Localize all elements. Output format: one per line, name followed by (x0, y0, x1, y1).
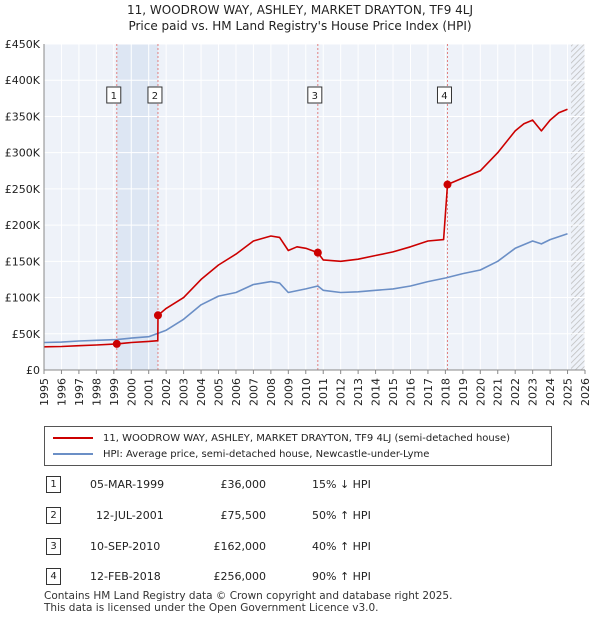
x-tick-label: 2023 (527, 378, 540, 406)
sale-label-box (307, 86, 323, 104)
sale-point (153, 311, 162, 320)
sale-label: 1 (111, 91, 117, 102)
x-tick-label: 2008 (265, 378, 278, 406)
transaction-number: 2 (46, 507, 61, 524)
legend-swatch-property (53, 437, 93, 439)
x-tick-label: 2019 (457, 378, 470, 406)
x-tick-label: 1995 (38, 378, 51, 406)
transaction-hpi: 50% ↑ HPI (312, 509, 371, 522)
transaction-number: 1 (46, 476, 61, 493)
sale-point (313, 248, 322, 257)
transaction-price: £162,000 (213, 540, 267, 553)
transaction-number: 3 (46, 538, 61, 555)
y-tick-label: £250K (5, 183, 41, 196)
x-tick-label: 1997 (73, 378, 86, 406)
y-tick-label: £400K (5, 74, 41, 87)
hpi-line (43, 233, 568, 344)
x-tick-label: 2012 (335, 378, 348, 406)
x-tick-label: 2000 (125, 378, 138, 406)
x-tick-label: 2016 (404, 378, 417, 406)
sale-label-box (147, 86, 163, 104)
x-tick-label: 2017 (422, 378, 435, 406)
x-tick-label: 2024 (544, 378, 557, 406)
transaction-row: 1 05-MAR-1999 £36,000 15% ↓ HPI (40, 476, 560, 494)
sale-label-box (106, 86, 122, 104)
transaction-hpi: 15% ↓ HPI (312, 478, 371, 491)
legend: 11, WOODROW WAY, ASHLEY, MARKET DRAYTON,… (44, 426, 552, 466)
x-tick-label: 2006 (230, 378, 243, 406)
chart-subtitle: Price paid vs. HM Land Registry's House … (128, 19, 472, 33)
x-tick-label: 2004 (195, 378, 208, 406)
sale-label-box (436, 86, 452, 104)
x-tick-label: 2001 (143, 378, 156, 406)
y-tick-label: £300K (5, 147, 41, 160)
sale-point (443, 180, 452, 189)
x-tick-label: 2022 (509, 378, 522, 406)
x-tick-label: 2021 (492, 378, 505, 406)
y-tick-label: £50K (12, 328, 41, 341)
footer: Contains HM Land Registry data © Crown c… (44, 590, 452, 614)
x-tick-label: 1999 (108, 378, 121, 406)
x-tick-label: 2026 (579, 378, 592, 406)
y-tick-label: £200K (5, 219, 41, 232)
x-tick-label: 2025 (562, 378, 575, 406)
x-tick-label: 2020 (474, 378, 487, 406)
price-chart: 1 2 3 4 £0 £50K £100K £150K £200K £250K £300K £350… (5, 38, 592, 406)
x-tick-label: 2013 (352, 378, 365, 406)
transaction-price: £75,500 (220, 509, 267, 522)
legend-item-property: 11, WOODROW WAY, ASHLEY, MARKET DRAYTON,… (53, 431, 510, 445)
y-tick-label: £150K (5, 255, 41, 268)
transaction-date: 12-JUL-2001 (96, 509, 164, 522)
transaction-row: 2 12-JUL-2001 £75,500 50% ↑ HPI (40, 507, 560, 525)
y-tick-label: £0 (26, 364, 40, 377)
transaction-price: £36,000 (220, 478, 267, 491)
x-tick-label: 2014 (370, 378, 383, 406)
y-tick-label: £450K (5, 38, 41, 51)
legend-swatch-hpi (53, 453, 93, 455)
x-tick-label: 2005 (213, 378, 226, 406)
y-tick-label: £100K (5, 292, 41, 305)
x-tick-label: 2007 (247, 378, 260, 406)
x-tick-label: 2003 (178, 378, 191, 406)
transaction-number: 4 (46, 568, 61, 585)
transaction-hpi: 40% ↑ HPI (312, 540, 371, 553)
transaction-row: 3 10-SEP-2010 £162,000 40% ↑ HPI (40, 538, 560, 556)
property-price-line (43, 108, 568, 348)
sale-label: 3 (312, 91, 318, 102)
legend-label-hpi: HPI: Average price, semi-detached house,… (103, 448, 430, 460)
sale-label: 2 (152, 91, 158, 102)
legend-label-property: 11, WOODROW WAY, ASHLEY, MARKET DRAYTON,… (103, 432, 511, 444)
x-tick-label: 1996 (55, 378, 68, 406)
transaction-date: 12-FEB-2018 (90, 570, 161, 583)
x-tick-label: 2009 (282, 378, 295, 406)
x-tick-label: 2010 (300, 378, 313, 406)
transaction-row: 4 12-FEB-2018 £256,000 90% ↑ HPI (40, 568, 560, 586)
transaction-date: 10-SEP-2010 (90, 540, 161, 553)
sale-label: 4 (441, 91, 447, 102)
x-tick-label: 1998 (90, 378, 103, 406)
footer-licence: This data is licensed under the Open Gov… (44, 602, 379, 614)
transaction-date: 05-MAR-1999 (90, 478, 165, 491)
legend-item-hpi: HPI: Average price, semi-detached house,… (53, 447, 429, 461)
sale-point (112, 339, 121, 348)
chart-title: 11, WOODROW WAY, ASHLEY, MARKET DRAYTON,… (127, 3, 473, 17)
y-tick-label: £350K (5, 110, 41, 123)
x-tick-label: 2011 (317, 378, 330, 406)
transaction-price: £256,000 (213, 570, 267, 583)
footer-copyright: Contains HM Land Registry data © Crown c… (44, 590, 453, 602)
x-tick-label: 2015 (387, 378, 400, 406)
x-tick-label: 2002 (160, 378, 173, 406)
transaction-hpi: 90% ↑ HPI (312, 570, 371, 583)
forecast-region (571, 44, 585, 370)
x-tick-label: 2018 (439, 378, 452, 406)
